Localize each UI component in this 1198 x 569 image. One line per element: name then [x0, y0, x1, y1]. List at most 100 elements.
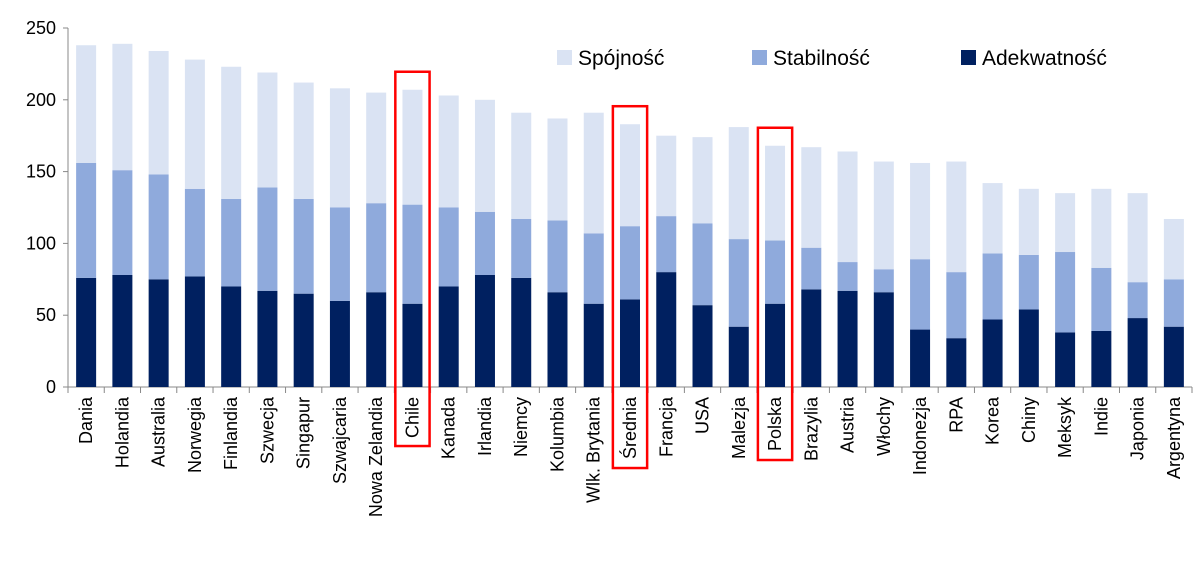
y-tick-label: 200: [26, 90, 56, 110]
bar-segment: [112, 274, 133, 387]
y-tick-label: 250: [26, 18, 56, 38]
bar-segment: [837, 262, 858, 291]
bar-segment: [982, 319, 1003, 387]
bar-segment: [873, 292, 894, 387]
bar-segment: [221, 286, 242, 387]
bar-segment: [982, 253, 1003, 320]
bar-segment: [511, 277, 532, 387]
bar-segment: [1163, 218, 1184, 280]
x-tick-label: Szwajcaria: [330, 396, 350, 484]
bar-segment: [1018, 309, 1039, 387]
bar-segment: [620, 226, 640, 300]
bar-segment: [620, 124, 640, 227]
bar-segment: [1055, 332, 1076, 387]
legend-swatch: [961, 50, 976, 65]
x-tick-label: Australia: [149, 396, 169, 467]
bar-segment: [1091, 267, 1112, 331]
bar-segment: [511, 218, 532, 278]
bar-segment: [946, 161, 967, 273]
legend-label: Spójność: [578, 47, 664, 70]
x-tick-label: Dania: [76, 396, 96, 444]
bar-segment: [1163, 326, 1184, 387]
x-tick-label: Irlandia: [475, 396, 495, 456]
bar-segment: [474, 274, 495, 387]
bar-segment: [366, 203, 387, 293]
bar-segment: [474, 99, 495, 212]
x-tick-label: Korea: [983, 396, 1003, 445]
bar-segment: [583, 303, 604, 387]
x-tick-label: Malezja: [729, 396, 749, 459]
bar-segment: [1127, 318, 1148, 387]
bar-segment: [76, 162, 97, 278]
x-tick-label: Finlandia: [221, 396, 241, 470]
bar-segment: [366, 92, 387, 204]
legend-swatch: [752, 50, 767, 65]
bar-segment: [402, 204, 423, 304]
x-tick-label: Chiny: [1019, 397, 1039, 443]
bar-segment: [1127, 193, 1148, 283]
x-tick-label: Japonia: [1128, 396, 1148, 460]
bar-segment: [656, 216, 677, 273]
bar-segment: [221, 198, 242, 287]
bar-segment: [438, 286, 459, 387]
bar-segment: [801, 289, 822, 387]
bar-segment: [837, 290, 858, 387]
x-tick-label: Meksyk: [1055, 396, 1075, 458]
bar-segment: [1018, 188, 1039, 255]
x-tick-label: Kanada: [439, 396, 459, 459]
bar-segment: [293, 82, 314, 199]
bar-segment: [1018, 254, 1039, 310]
bar-segment: [148, 279, 169, 387]
x-tick-label: Wlk. Brytania: [584, 396, 604, 503]
y-tick-label: 150: [26, 162, 56, 182]
x-tick-label: Holandia: [112, 396, 132, 468]
highlight-box: [756, 126, 794, 462]
x-tick-label: Norwegia: [185, 396, 205, 473]
bar-segment: [801, 247, 822, 290]
bar-segment: [583, 233, 604, 304]
bar-segment: [511, 112, 532, 219]
bar-segment: [1091, 330, 1112, 387]
bar-segment: [402, 303, 423, 387]
x-tick-label: RPA: [946, 397, 966, 433]
bar-segment: [329, 88, 350, 208]
bar-segment: [184, 276, 205, 387]
x-tick-label: Francja: [656, 396, 676, 457]
bar-segment: [946, 338, 967, 387]
bar-segment: [728, 127, 749, 240]
x-tick-label: Polska: [765, 396, 785, 451]
bar-segment: [257, 72, 278, 188]
bar-segment: [946, 272, 967, 339]
bar-segment: [620, 299, 640, 387]
bar-segment: [873, 161, 894, 270]
x-tick-label: Indie: [1091, 397, 1111, 436]
bar-segment: [1055, 252, 1076, 333]
bar-segment: [692, 137, 713, 224]
bar-segment: [873, 269, 894, 293]
bar-segment: [76, 45, 97, 163]
bar-segment: [438, 207, 459, 287]
bar-segment: [547, 292, 568, 387]
bar-segment: [728, 239, 749, 327]
x-tick-label: Niemcy: [511, 397, 531, 457]
x-tick-label: Chile: [402, 397, 422, 438]
x-tick-label: Austria: [838, 396, 858, 453]
bar-segment: [474, 211, 495, 275]
bar-segment: [910, 162, 931, 260]
x-tick-label: Indonezja: [910, 396, 930, 475]
bar-segment: [112, 170, 133, 275]
bar-segment: [148, 174, 169, 280]
bar-segment: [293, 198, 314, 294]
x-tick-label: Argentyna: [1164, 396, 1184, 479]
bar-segment: [293, 293, 314, 387]
bar-segment: [1127, 282, 1148, 319]
bar-segment: [656, 135, 677, 217]
bar-segment: [1091, 188, 1112, 268]
legend-label: Stabilność: [773, 47, 870, 70]
y-tick-label: 0: [46, 377, 56, 397]
x-tick-label: Nowa Zelandia: [366, 396, 386, 517]
x-tick-label: Kolumbia: [547, 396, 567, 472]
bar-segment: [329, 300, 350, 387]
highlight-box: [394, 70, 431, 448]
x-tick-label: USA: [693, 397, 713, 434]
